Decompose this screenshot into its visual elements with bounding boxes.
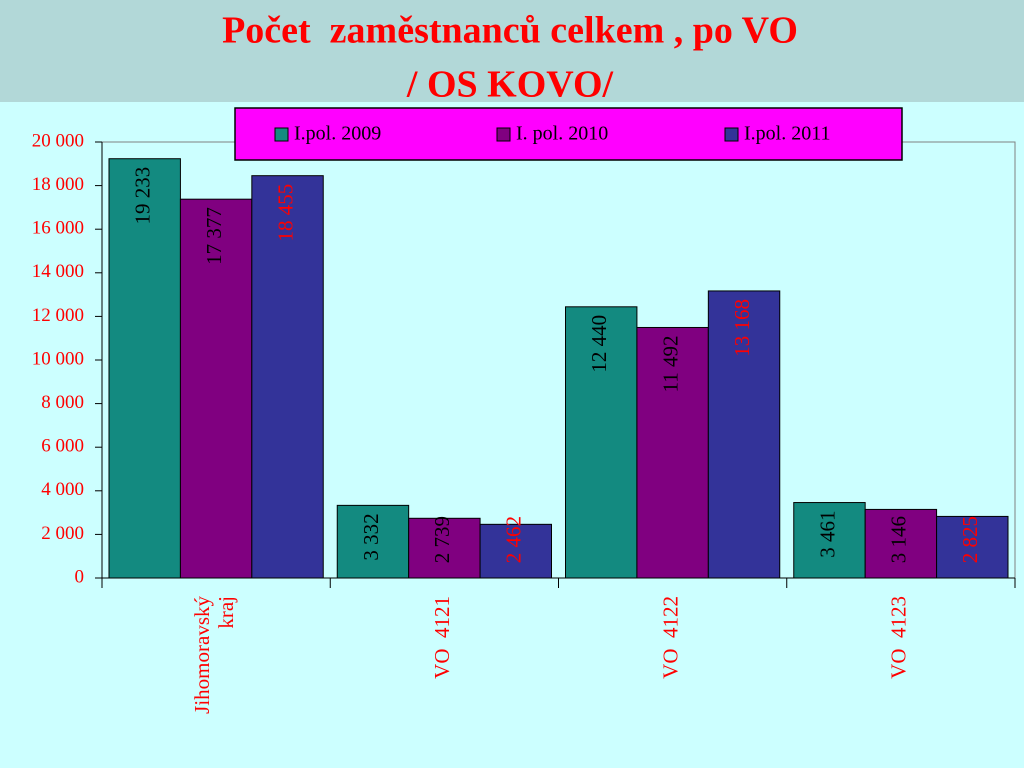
x-tick-label: VO 4122 — [658, 596, 682, 679]
x-tick-label: VO 4123 — [887, 596, 911, 679]
bar — [793, 502, 866, 579]
y-tick-label: 16 000 — [32, 218, 84, 239]
y-tick-label: 2 000 — [41, 523, 84, 544]
chart-title: / OS KOVO/ — [406, 64, 614, 106]
bar — [336, 504, 410, 579]
data-label: 13 168 — [730, 299, 754, 357]
legend-swatch — [274, 127, 289, 142]
legend-box — [234, 107, 903, 161]
y-tick-label: 18 000 — [32, 174, 84, 195]
legend-swatch — [724, 127, 739, 142]
data-label: 3 146 — [887, 516, 911, 563]
chart-title: Počet zaměstnanců celkem , po VO — [222, 10, 798, 52]
bar — [108, 158, 181, 579]
data-label: 17 377 — [202, 207, 226, 265]
y-tick-label: 12 000 — [32, 305, 84, 326]
bar — [565, 306, 638, 579]
data-label: 2 825 — [958, 516, 982, 563]
y-tick-label: 10 000 — [32, 348, 84, 369]
data-label: 3 332 — [359, 513, 383, 560]
bar — [707, 290, 781, 579]
legend-label: I.pol. 2009 — [294, 123, 381, 145]
legend-swatch — [496, 127, 511, 142]
y-tick-label: 4 000 — [41, 479, 84, 500]
bar — [251, 175, 324, 579]
y-tick-label: 0 — [75, 566, 85, 587]
data-label: 19 233 — [131, 167, 155, 225]
data-label: 18 455 — [273, 184, 297, 242]
y-tick-label: 6 000 — [41, 436, 84, 457]
legend-label: I. pol. 2010 — [516, 123, 608, 145]
data-label: 11 492 — [658, 335, 682, 392]
data-label: 2 462 — [502, 516, 526, 563]
data-label: 3 461 — [815, 511, 839, 558]
x-tick-label: Jihomoravskýkraj — [190, 596, 238, 714]
data-label: 12 440 — [587, 315, 611, 373]
header-band — [0, 0, 1024, 102]
bar — [179, 198, 253, 579]
legend-label: I.pol. 2011 — [744, 123, 830, 145]
data-label: 2 739 — [430, 516, 454, 563]
bar — [936, 515, 1009, 579]
y-tick-label: 14 000 — [32, 261, 84, 282]
x-tick-label: VO 4121 — [430, 596, 454, 679]
y-tick-label: 20 000 — [32, 130, 84, 151]
bar — [864, 508, 938, 579]
bar — [479, 523, 553, 579]
y-tick-label: 8 000 — [41, 392, 84, 413]
bar — [408, 517, 481, 579]
bar — [636, 326, 709, 579]
